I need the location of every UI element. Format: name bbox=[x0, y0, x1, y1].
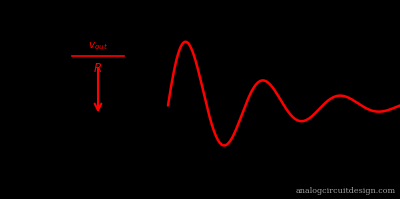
Text: $\mathit{R}$: $\mathit{R}$ bbox=[94, 62, 102, 75]
Text: analogcircuitdesign.com: analogcircuitdesign.com bbox=[296, 187, 396, 195]
Text: $\mathit{v}_{out}$: $\mathit{v}_{out}$ bbox=[88, 40, 108, 52]
